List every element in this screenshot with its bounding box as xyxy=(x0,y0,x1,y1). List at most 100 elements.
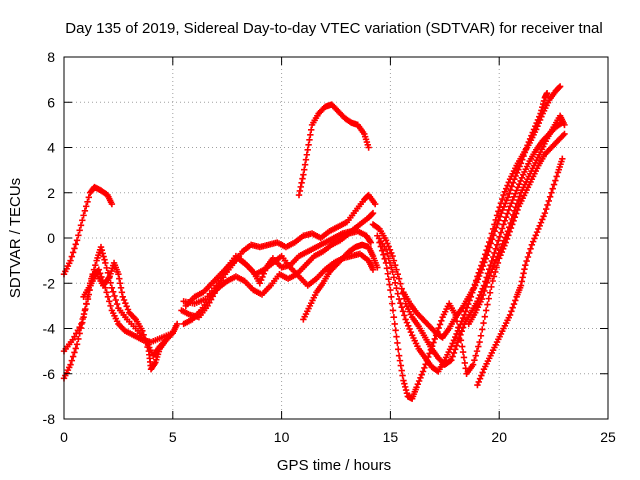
data-point xyxy=(406,325,413,333)
data-point xyxy=(516,163,523,170)
data-point xyxy=(397,362,405,369)
data-point xyxy=(536,222,543,229)
data-point xyxy=(374,264,381,271)
data-point xyxy=(389,307,397,314)
data-point xyxy=(448,343,455,350)
data-point xyxy=(79,217,86,224)
data-point xyxy=(509,179,517,186)
data-point xyxy=(500,191,507,199)
series-track-n xyxy=(400,90,551,341)
data-point xyxy=(383,265,391,272)
data-point xyxy=(492,256,500,263)
data-point xyxy=(526,249,533,257)
data-point xyxy=(508,199,515,207)
data-point xyxy=(452,333,459,341)
data-point xyxy=(365,144,372,151)
data-point xyxy=(490,273,498,280)
data-point xyxy=(492,224,500,231)
data-point xyxy=(485,248,492,255)
data-point xyxy=(388,300,396,307)
data-point xyxy=(486,272,493,279)
series-track-o xyxy=(465,112,568,328)
data-point xyxy=(506,190,513,197)
data-point xyxy=(101,256,108,263)
data-point xyxy=(496,233,503,240)
data-point xyxy=(518,278,526,285)
x-tick-label: 0 xyxy=(60,429,68,445)
data-point xyxy=(426,350,433,357)
data-point xyxy=(494,253,501,260)
data-point xyxy=(477,269,484,277)
data-point xyxy=(368,210,376,218)
data-point xyxy=(502,234,509,241)
data-point xyxy=(559,155,566,163)
data-point xyxy=(497,229,505,236)
data-point xyxy=(417,374,424,382)
data-point xyxy=(521,266,528,273)
data-point xyxy=(67,361,74,368)
data-point xyxy=(395,275,403,282)
data-point xyxy=(302,156,310,163)
data-point xyxy=(296,187,304,195)
data-point xyxy=(538,107,545,114)
data-point xyxy=(498,243,505,251)
data-point xyxy=(382,259,390,267)
data-point xyxy=(499,225,506,232)
data-point xyxy=(393,285,400,292)
data-point xyxy=(543,90,551,97)
data-point xyxy=(507,186,514,194)
data-point xyxy=(482,255,489,263)
data-point xyxy=(397,280,404,287)
data-point xyxy=(478,295,485,303)
data-point xyxy=(456,330,463,338)
data-point xyxy=(532,232,539,239)
data-point xyxy=(402,316,409,323)
data-point xyxy=(516,193,523,200)
data-point xyxy=(461,359,469,367)
data-point xyxy=(539,100,547,108)
data-point xyxy=(384,250,391,258)
data-point xyxy=(386,281,393,288)
data-point xyxy=(471,356,478,364)
data-point xyxy=(540,213,547,220)
data-point xyxy=(377,243,385,250)
data-point xyxy=(119,293,126,301)
data-point xyxy=(369,266,377,273)
data-point xyxy=(550,181,558,188)
data-point xyxy=(455,324,462,331)
data-point xyxy=(115,271,122,278)
data-point xyxy=(391,279,399,286)
data-point xyxy=(504,182,511,189)
data-point xyxy=(508,215,516,223)
data-point xyxy=(380,251,387,258)
data-point xyxy=(425,353,432,361)
data-point xyxy=(104,293,112,301)
data-point xyxy=(475,272,483,280)
data-point xyxy=(116,275,123,282)
data-point xyxy=(257,276,265,284)
data-point xyxy=(528,241,536,248)
data-point xyxy=(307,126,315,134)
data-point xyxy=(525,138,532,146)
data-point xyxy=(515,196,522,204)
data-point xyxy=(83,300,90,308)
series-track-k xyxy=(369,119,566,368)
data-point xyxy=(108,200,116,208)
data-point xyxy=(475,378,482,386)
data-point xyxy=(491,259,499,267)
data-point xyxy=(537,110,544,117)
data-point xyxy=(490,262,497,270)
data-point xyxy=(484,301,491,308)
data-point xyxy=(500,221,507,228)
data-point xyxy=(500,237,508,244)
data-point xyxy=(446,357,454,365)
data-point xyxy=(516,180,523,188)
data-point xyxy=(402,386,410,394)
data-point xyxy=(85,194,93,201)
data-point xyxy=(117,284,125,291)
data-point xyxy=(476,338,483,346)
data-point xyxy=(479,369,486,376)
data-point xyxy=(489,266,496,273)
data-point xyxy=(173,320,181,328)
